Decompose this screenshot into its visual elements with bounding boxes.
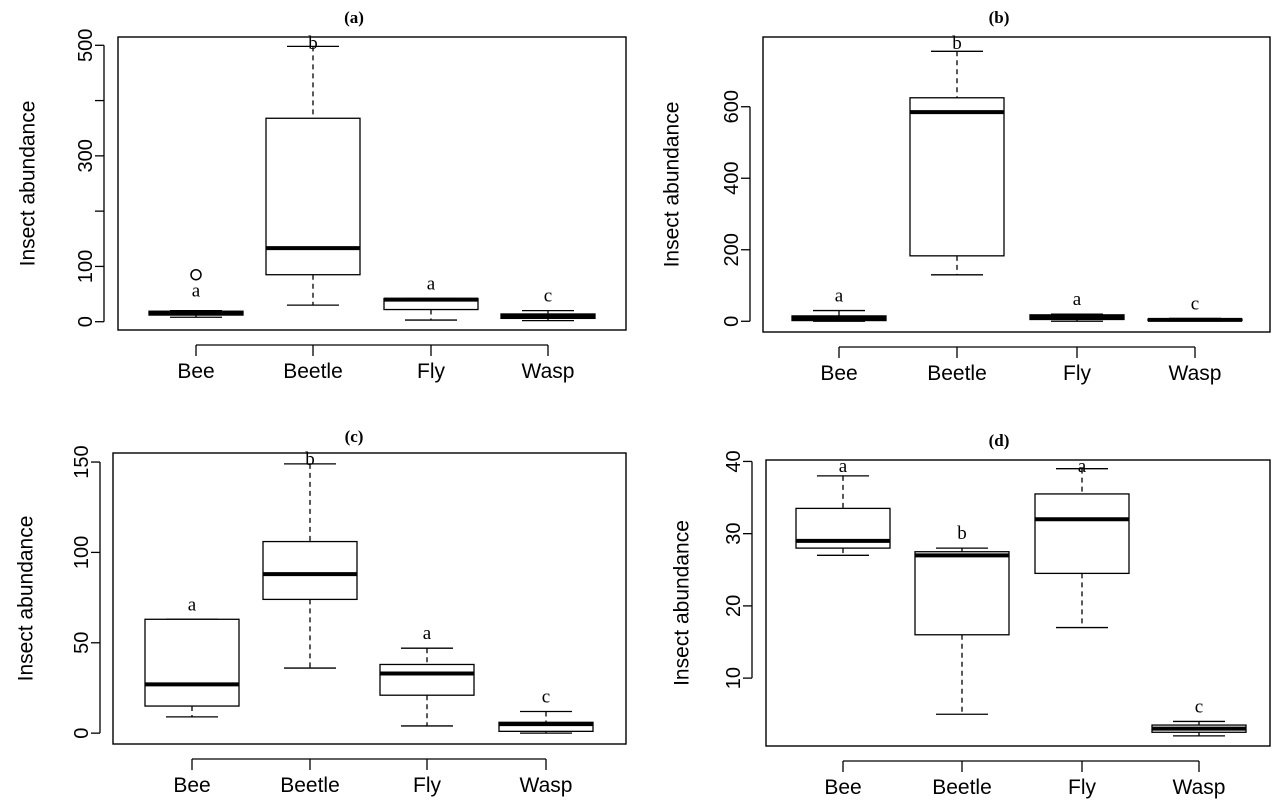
y-tick-label: 20 [723,595,745,617]
x-tick-label-beetle: Beetle [927,362,987,385]
significance-letter-fly: a [423,623,432,644]
significance-letter-bee: a [192,281,201,302]
panel-title: (d) [989,431,1010,450]
x-tick-label-fly: Fly [1068,776,1096,799]
significance-letter-wasp: c [1195,696,1203,717]
y-tick-label: 0 [721,316,743,327]
y-tick-label: 150 [71,445,93,478]
y-tick-label: 0 [75,316,97,327]
plot-frame [117,36,627,331]
y-tick-label: 0 [71,728,93,739]
x-tick-label-bee: Bee [820,362,857,385]
significance-letter-beetle: b [952,33,962,54]
y-tick-label: 300 [75,139,97,172]
x-tick-label-beetle: Beetle [280,774,340,797]
y-tick-label: 200 [721,233,743,266]
y-tick-label: 10 [723,667,745,689]
significance-letter-wasp: c [542,686,550,707]
outlier-point-bee [190,268,202,281]
box-beetle [909,97,1005,257]
x-tick-label-bee: Bee [177,360,214,383]
y-axis-title: Insect abundance [15,516,38,682]
box-fly [1034,493,1130,575]
x-tick-label-wasp: Wasp [522,360,575,383]
x-tick-label-bee: Bee [824,776,861,799]
significance-letter-fly: a [1073,289,1082,310]
significance-letter-beetle: b [957,523,967,544]
x-tick-label-bee: Bee [173,774,210,797]
panel-title: (c) [345,427,364,446]
box-beetle [265,117,361,276]
x-tick-label-beetle: Beetle [283,360,343,383]
significance-letter-bee: a [835,286,844,307]
box-beetle [914,551,1010,636]
y-axis-title: Insect abundance [17,101,40,267]
significance-letter-bee: a [188,594,197,615]
y-tick-label: 100 [75,250,97,283]
box-bee [144,618,240,707]
significance-letter-wasp: c [1191,293,1199,314]
significance-letter-wasp: c [544,286,552,307]
significance-letter-fly: a [1078,456,1087,477]
y-tick-label: 30 [723,523,745,545]
panel-title: (b) [989,8,1010,27]
y-tick-label: 600 [721,90,743,123]
plot-frame [112,452,627,745]
y-tick-label: 500 [75,29,97,62]
x-tick-label-fly: Fly [417,360,445,383]
panel-title: (a) [344,8,364,27]
x-tick-label-fly: Fly [413,774,441,797]
plot-frame [762,36,1271,333]
y-tick-label: 400 [721,162,743,195]
x-tick-label-fly: Fly [1063,362,1091,385]
x-tick-label-wasp: Wasp [1169,362,1222,385]
significance-letter-fly: a [427,273,436,294]
x-tick-label-wasp: Wasp [1173,776,1226,799]
box-fly [379,663,475,696]
box-beetle [262,540,358,601]
significance-letter-beetle: b [305,449,315,470]
x-tick-label-beetle: Beetle [932,776,992,799]
y-tick-label: 50 [71,632,93,654]
plot-frame [765,459,1271,747]
y-tick-label: 40 [723,450,745,472]
significance-letter-beetle: b [308,33,318,54]
y-axis-title: Insect abundance [671,520,694,686]
y-tick-label: 100 [71,536,93,569]
y-axis-title: Insect abundance [661,102,684,268]
x-tick-label-wasp: Wasp [520,774,573,797]
significance-letter-bee: a [839,456,848,477]
